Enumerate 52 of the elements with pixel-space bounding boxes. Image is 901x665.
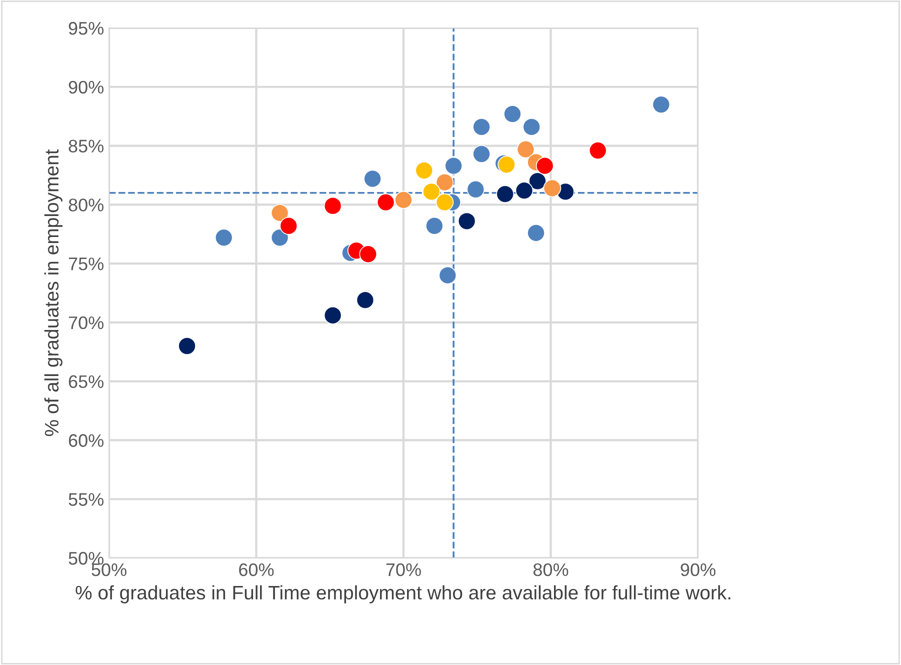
point xyxy=(178,337,196,355)
point xyxy=(376,193,395,212)
point xyxy=(527,224,545,242)
point xyxy=(516,140,535,158)
point xyxy=(324,196,342,215)
point xyxy=(522,118,541,136)
point xyxy=(364,170,382,188)
point xyxy=(425,216,444,235)
point xyxy=(214,228,233,247)
point xyxy=(543,179,562,198)
point xyxy=(280,216,298,235)
point xyxy=(415,162,434,180)
point xyxy=(356,291,374,309)
y-tick-label: 75% xyxy=(68,258,104,270)
y-tick-label: 95% xyxy=(68,22,104,35)
x-axis-title: % of graduates in Full Time employment who are available for full-time work. xyxy=(76,585,730,604)
point xyxy=(444,156,462,175)
point xyxy=(394,191,412,209)
x-tick-label: 50% xyxy=(92,563,126,576)
point xyxy=(515,182,534,200)
point xyxy=(436,193,454,212)
point xyxy=(528,172,546,190)
point xyxy=(652,96,670,114)
point xyxy=(588,142,607,160)
point xyxy=(359,245,378,264)
y-tick-label: 60% xyxy=(68,434,104,447)
x-tick-label: 70% xyxy=(386,563,421,576)
point xyxy=(438,266,457,284)
point xyxy=(324,306,342,324)
point xyxy=(270,204,289,222)
point xyxy=(504,105,522,123)
y-tick-label: 50% xyxy=(68,552,104,565)
point xyxy=(472,145,490,163)
point xyxy=(498,156,516,174)
x-tick-label: 80% xyxy=(533,563,568,576)
y-tick-label: 70% xyxy=(68,316,104,330)
point xyxy=(422,182,440,201)
point xyxy=(466,180,485,198)
point xyxy=(536,156,554,175)
y-tick-label: 80% xyxy=(68,198,104,212)
point xyxy=(458,212,476,230)
y-axis-title: % of all graduates in employment xyxy=(44,149,62,436)
x-tick-label: 60% xyxy=(239,563,274,576)
point xyxy=(472,118,490,136)
point xyxy=(496,185,514,203)
point xyxy=(270,228,289,247)
y-tick-label: 65% xyxy=(68,375,104,388)
y-tick-label: 55% xyxy=(68,493,104,506)
y-tick-label: 90% xyxy=(68,80,104,94)
point xyxy=(436,173,454,192)
y-tick-label: 85% xyxy=(68,140,104,152)
x-tick-label: 90% xyxy=(680,563,716,576)
